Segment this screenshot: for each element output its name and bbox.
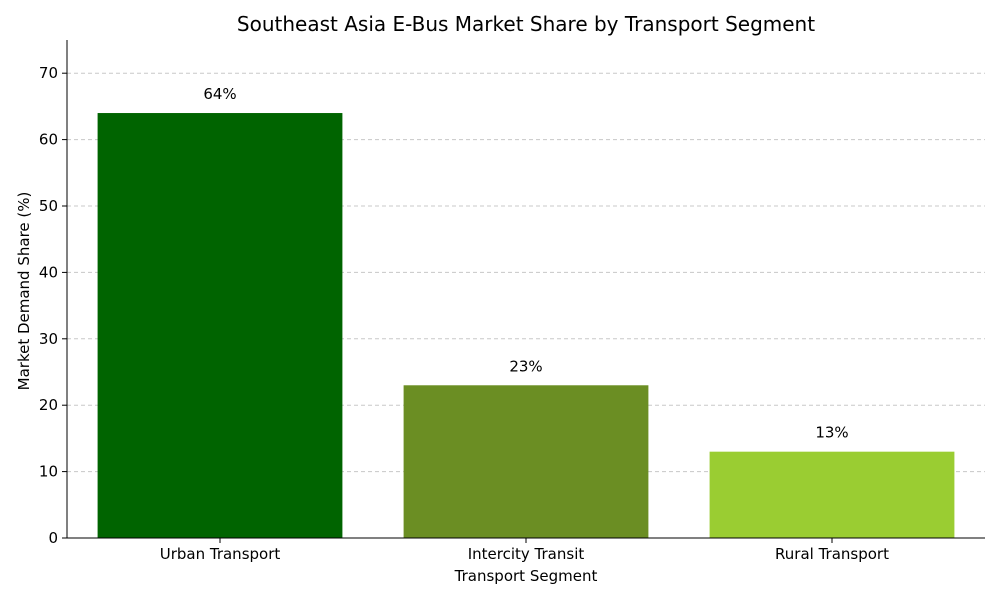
bar-2[interactable]	[709, 451, 955, 538]
y-tick-label: 60	[39, 131, 58, 149]
x-tick-label: Intercity Transit	[468, 545, 585, 563]
x-tick-label: Rural Transport	[775, 545, 889, 563]
y-axis-ticks: 0 10 20 30 40 50 60 70	[39, 64, 67, 547]
y-tick-label: 10	[39, 463, 58, 481]
y-tick-label: 50	[39, 197, 58, 215]
bar-0[interactable]	[97, 113, 343, 538]
x-tick-label: Urban Transport	[160, 545, 281, 563]
y-tick-label: 70	[39, 64, 58, 82]
x-axis-ticks: Urban Transport Intercity Transit Rural Tr…	[160, 538, 889, 563]
data-label: 13%	[815, 424, 848, 442]
y-tick-label: 20	[39, 396, 58, 414]
chart-title: Southeast Asia E-Bus Market Share by Tra…	[237, 12, 815, 36]
data-label: 64%	[203, 85, 236, 103]
y-tick-label: 30	[39, 330, 58, 348]
y-tick-label: 40	[39, 263, 58, 281]
x-axis-label: Transport Segment	[454, 567, 598, 585]
y-axis-label: Market Demand Share (%)	[15, 192, 33, 391]
bars	[97, 113, 955, 538]
data-labels: 64% 23% 13%	[203, 85, 848, 442]
data-label: 23%	[509, 357, 542, 375]
y-tick-label: 0	[48, 529, 58, 547]
bar-1[interactable]	[403, 385, 649, 538]
